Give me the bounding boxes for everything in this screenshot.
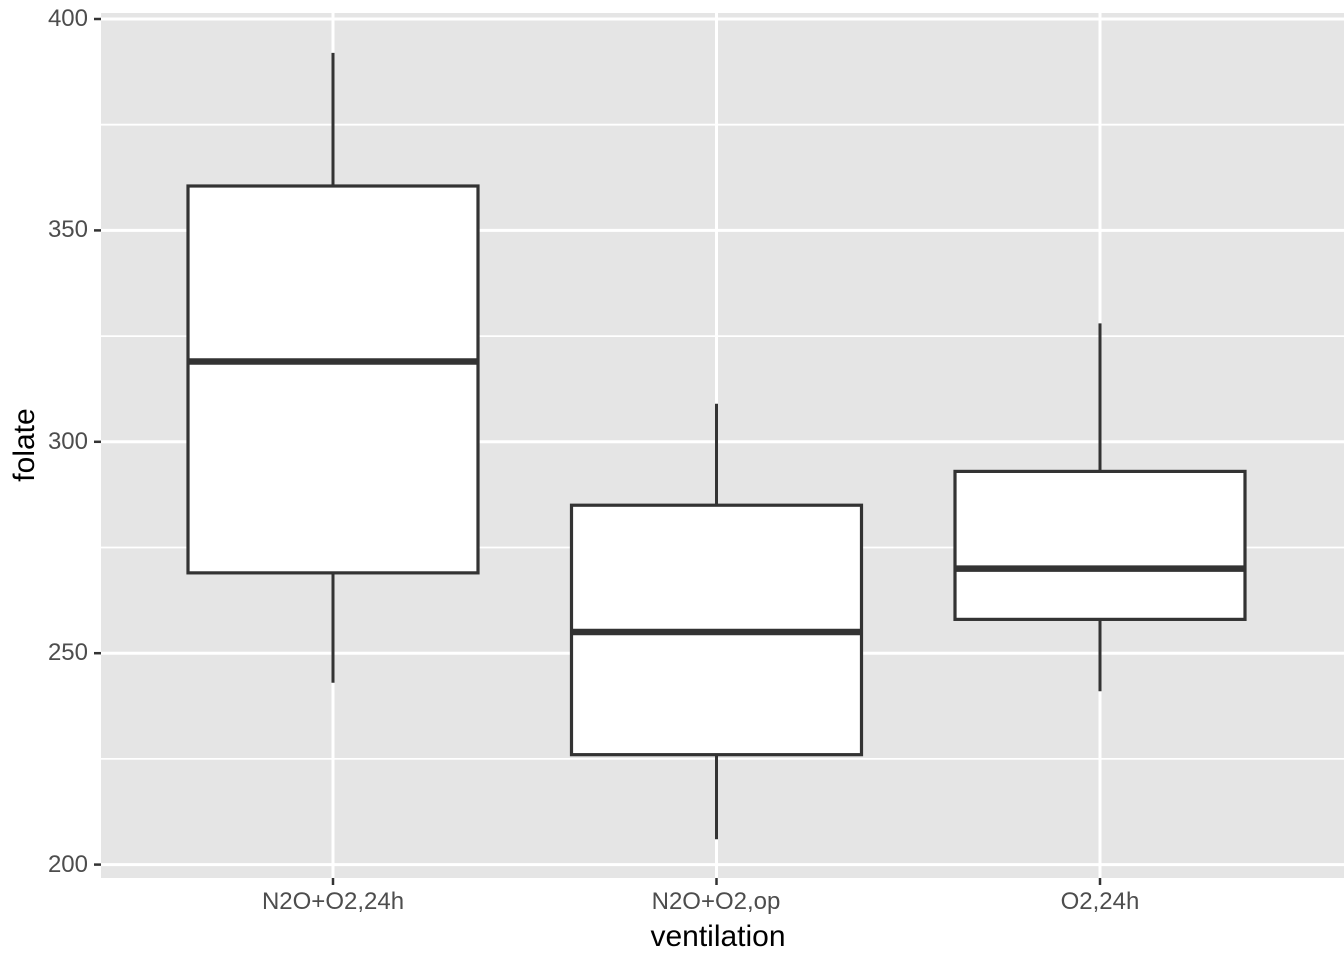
- y-axis-title: folate: [8, 408, 41, 482]
- y-tick-label-400: 400: [47, 5, 88, 32]
- y-tick-label-250: 250: [47, 639, 88, 666]
- x-tick-label-3: O2,24h: [1060, 888, 1140, 915]
- x-tick-label-2: N2O+O2,op: [651, 888, 781, 915]
- y-tick-label-350: 350: [47, 216, 88, 243]
- y-tick-label-300: 300: [47, 428, 88, 455]
- x-tick-label-1: N2O+O2,24h: [261, 888, 405, 915]
- x-axis-title: ventilation: [650, 920, 786, 953]
- box-iqr-3: [953, 469, 1247, 621]
- y-tick-label-200: 200: [47, 851, 88, 878]
- box-iqr-1: [186, 184, 480, 575]
